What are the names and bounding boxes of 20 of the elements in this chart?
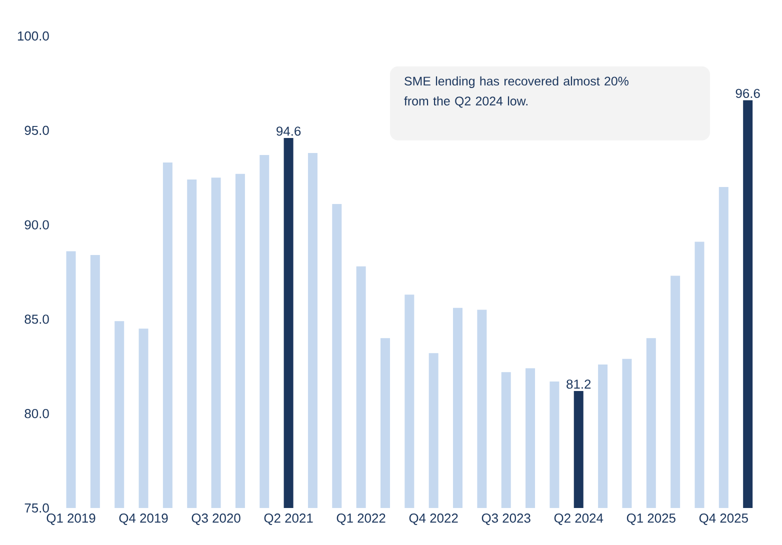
data-label: 81.2 [566, 380, 591, 389]
x-tick-label: Q4 2022 [409, 514, 458, 526]
x-tick-label: Q3 2023 [482, 514, 530, 526]
data-label: 96.6 [736, 88, 760, 98]
x-tick-label: Q4 2019 [119, 514, 168, 526]
x-tick-label: Q1 2019 [46, 514, 96, 526]
x-tick-label: Q1 2022 [336, 514, 386, 526]
y-tick-label: 100.0 [18, 31, 49, 41]
y-tick-label: 85.0 [24, 314, 49, 324]
x-tick-label: Q3 2020 [192, 514, 240, 526]
y-tick-label: 75.0 [24, 503, 49, 513]
y-tick-label: 80.0 [24, 409, 49, 418]
x-tick-label: Q2 2021 [264, 514, 313, 526]
x-tick-label: Q1 2025 [626, 514, 676, 526]
x-tick-label: Q4 2025 [699, 514, 748, 526]
data-label: 94.6 [276, 126, 301, 136]
y-tick-label: 90.0 [24, 220, 49, 230]
x-tick-label: Q2 2024 [554, 514, 604, 526]
y-tick-label: 95.0 [24, 126, 49, 135]
annotation: SME lending has recovered almost 20% from the Q2 2024 low. [404, 76, 628, 108]
